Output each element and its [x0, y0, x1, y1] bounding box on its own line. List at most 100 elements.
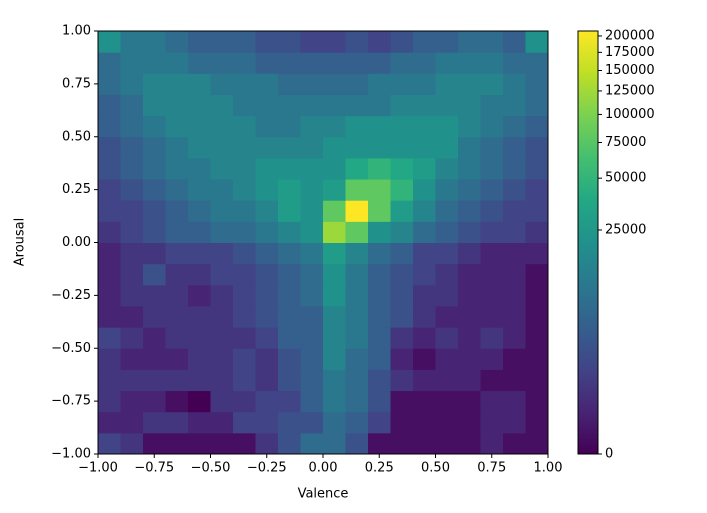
heatmap-cell	[458, 73, 481, 95]
heatmap-cell	[503, 348, 526, 370]
heatmap-cell	[368, 411, 391, 434]
heatmap-cell	[210, 411, 234, 434]
heatmap-cell	[503, 411, 526, 434]
heatmap-cell	[300, 348, 324, 370]
heatmap-cell	[323, 157, 346, 180]
heatmap-cell	[525, 369, 549, 392]
heatmap-cell	[458, 242, 481, 265]
heatmap-cell	[233, 136, 256, 159]
heatmap-cell	[233, 31, 256, 53]
heatmap-cell	[120, 52, 144, 74]
heatmap-cell	[458, 31, 481, 53]
heatmap-cell	[435, 94, 459, 117]
heatmap-cell	[188, 94, 211, 117]
heatmap-cell	[480, 390, 504, 413]
y-tick-label: −0.25	[51, 288, 91, 303]
heatmap-cell	[278, 52, 301, 74]
heatmap-cell	[188, 73, 211, 95]
heatmap-cell	[120, 73, 144, 95]
heatmap-cell	[345, 327, 369, 349]
heatmap-cell	[188, 263, 211, 286]
heatmap-cell	[210, 305, 234, 328]
heatmap-cell	[525, 31, 549, 53]
heatmap-cell	[368, 200, 391, 222]
heatmap-cell	[323, 73, 346, 95]
heatmap-cell	[390, 305, 414, 328]
heatmap-cell	[143, 242, 166, 265]
heatmap-cell	[345, 31, 369, 53]
heatmap-cell	[503, 200, 526, 222]
heatmap-cell	[368, 179, 391, 201]
heatmap-cell	[503, 73, 526, 95]
heatmap-cell	[210, 52, 234, 74]
heatmap-cell	[413, 369, 436, 392]
heatmap-cell	[480, 200, 504, 222]
heatmap-cell	[458, 221, 481, 243]
heatmap-cell	[98, 305, 121, 328]
heatmap-cell	[188, 411, 211, 434]
heatmap-cell	[278, 73, 301, 95]
heatmap-cell	[525, 179, 549, 201]
heatmap-cell	[98, 52, 121, 74]
heatmap-cell	[345, 284, 369, 307]
heatmap-cell	[278, 432, 301, 455]
heatmap-cell	[210, 432, 234, 455]
heatmap-cell	[368, 369, 391, 392]
heatmap-cell	[210, 369, 234, 392]
heatmap-cell	[413, 136, 436, 159]
heatmap-cell	[300, 200, 324, 222]
heatmap-cell	[345, 348, 369, 370]
heatmap-cell	[278, 390, 301, 413]
heatmap-cell	[503, 432, 526, 455]
heatmap-cell	[98, 136, 121, 159]
heatmap-cell	[480, 179, 504, 201]
colorbar-tick-label: 200000	[605, 28, 655, 43]
heatmap-cell	[300, 115, 324, 138]
heatmap-cell	[458, 263, 481, 286]
heatmap-cell	[480, 31, 504, 53]
heatmap-cell	[525, 136, 549, 159]
heatmap-cell	[323, 432, 346, 455]
heatmap-cell	[368, 390, 391, 413]
heatmap-cell	[143, 157, 166, 180]
heatmap-cell	[300, 369, 324, 392]
heatmap-cell	[503, 263, 526, 286]
heatmap-cell	[525, 242, 549, 265]
heatmap-cell	[188, 221, 211, 243]
heatmap-cell	[278, 327, 301, 349]
heatmap-cell	[143, 200, 166, 222]
heatmap-cell	[345, 390, 369, 413]
y-tick-label: −0.50	[51, 341, 91, 356]
heatmap-cell	[143, 263, 166, 286]
heatmap-cell	[143, 305, 166, 328]
heatmap-cell	[345, 52, 369, 74]
y-tick-label: 1.00	[62, 24, 91, 39]
heatmap-cell	[458, 411, 481, 434]
heatmap-cell	[98, 432, 121, 455]
heatmap-cell	[210, 327, 234, 349]
heatmap-cell	[165, 348, 189, 370]
heatmap-cell	[188, 327, 211, 349]
heatmap-cell	[188, 369, 211, 392]
y-tick-label: 0.50	[62, 129, 91, 144]
heatmap-cell	[188, 390, 211, 413]
heatmap-cell	[480, 94, 504, 117]
heatmap-cell	[503, 179, 526, 201]
heatmap-cell	[143, 221, 166, 243]
heatmap-cell	[143, 390, 166, 413]
heatmap-cell	[323, 242, 346, 265]
heatmap-cell	[210, 94, 234, 117]
heatmap-cell	[503, 52, 526, 74]
heatmap-cell	[120, 369, 144, 392]
heatmap-cell	[278, 242, 301, 265]
y-tick-label: 0.00	[62, 235, 91, 250]
heatmap-cell	[435, 327, 459, 349]
heatmap-cell	[435, 157, 459, 180]
heatmap-cell	[345, 157, 369, 180]
heatmap-cell	[98, 94, 121, 117]
heatmap-cell	[503, 31, 526, 53]
heatmap-cell	[503, 390, 526, 413]
heatmap-cell	[435, 348, 459, 370]
